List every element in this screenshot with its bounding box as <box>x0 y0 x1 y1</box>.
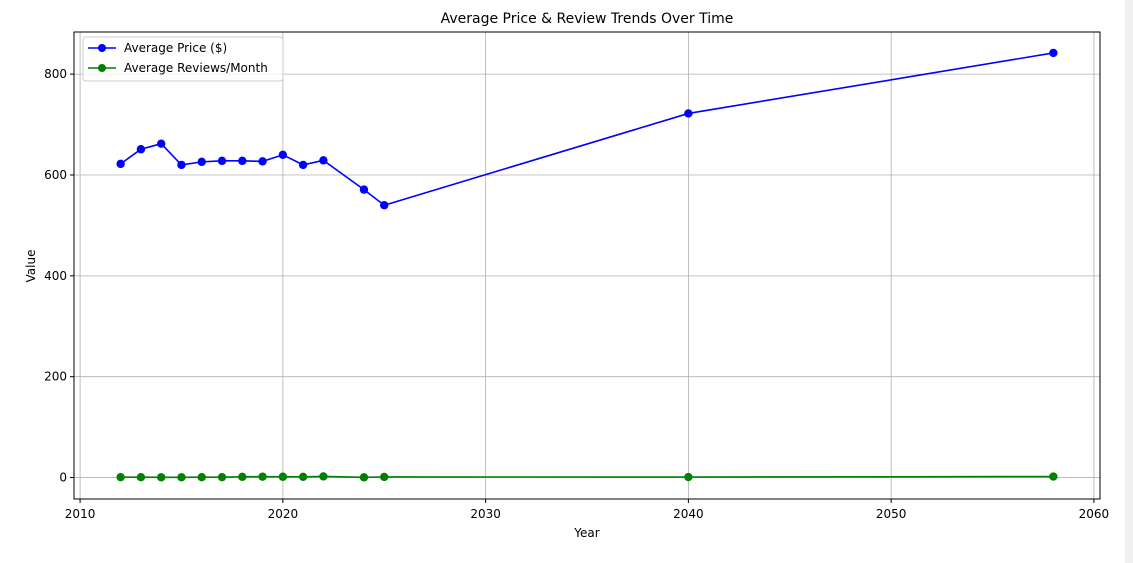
y-axis-label: Value <box>24 250 38 283</box>
data-point-0 <box>177 160 186 170</box>
scrollbar[interactable] <box>1125 0 1133 563</box>
x-tick-label: 2040 <box>673 507 704 521</box>
x-tick-label: 2050 <box>876 507 907 521</box>
data-point-0 <box>380 201 389 210</box>
data-point-1 <box>177 473 186 482</box>
chart-title: Average Price & Review Trends Over Time <box>441 11 734 27</box>
legend-box <box>82 36 284 82</box>
data-point-1 <box>380 472 389 482</box>
legend-marker-price <box>98 44 106 52</box>
x-tick-label: 2010 <box>65 507 96 521</box>
data-point-1 <box>197 473 206 482</box>
data-point-0 <box>1049 48 1058 58</box>
legend-label-reviews: Average Reviews/Month <box>124 61 268 75</box>
grid <box>74 32 1100 499</box>
data-point-0 <box>684 109 693 118</box>
data-point-1 <box>1049 472 1058 481</box>
x-tick-label: 2060 <box>1079 507 1110 521</box>
data-point-1 <box>684 472 693 482</box>
data-point-0 <box>116 159 125 169</box>
data-point-0 <box>238 156 247 166</box>
data-point-1 <box>278 472 288 481</box>
y-axis: 0 200 400 600 800 <box>44 67 74 485</box>
data-point-0 <box>278 150 288 160</box>
data-point-0 <box>156 139 166 148</box>
y-tick-label: 600 <box>44 168 67 182</box>
data-point-0 <box>319 156 328 165</box>
data-point-0 <box>298 160 308 170</box>
legend: Average Price ($) Average Reviews/Month <box>82 36 284 82</box>
data-point-0 <box>258 157 267 166</box>
data-point-1 <box>156 473 166 482</box>
data-point-1 <box>258 472 267 481</box>
x-axis-label: Year <box>573 526 599 540</box>
y-tick-label: 400 <box>44 269 67 283</box>
legend-marker-reviews <box>98 64 106 72</box>
data-point-0 <box>136 145 146 154</box>
data-point-1 <box>136 473 146 482</box>
data-point-0 <box>217 156 227 166</box>
data-point-1 <box>298 472 308 482</box>
data-point-1 <box>238 472 247 482</box>
x-tick-label: 2030 <box>470 507 501 521</box>
data-point-1 <box>359 473 369 482</box>
data-point-0 <box>197 157 206 167</box>
series-group <box>116 48 1058 482</box>
legend-label-price: Average Price ($) <box>124 41 227 55</box>
plot-frame <box>73 31 1101 500</box>
x-tick-label: 2020 <box>268 507 299 521</box>
data-point-0 <box>359 185 369 194</box>
data-point-1 <box>116 472 125 482</box>
data-point-1 <box>217 472 227 482</box>
x-axis: 2010 2020 2030 2040 2050 2060 <box>65 499 1109 521</box>
data-point-1 <box>319 472 328 481</box>
y-tick-label: 200 <box>44 370 67 384</box>
y-tick-label: 0 <box>59 471 67 485</box>
y-tick-label: 800 <box>44 67 67 81</box>
